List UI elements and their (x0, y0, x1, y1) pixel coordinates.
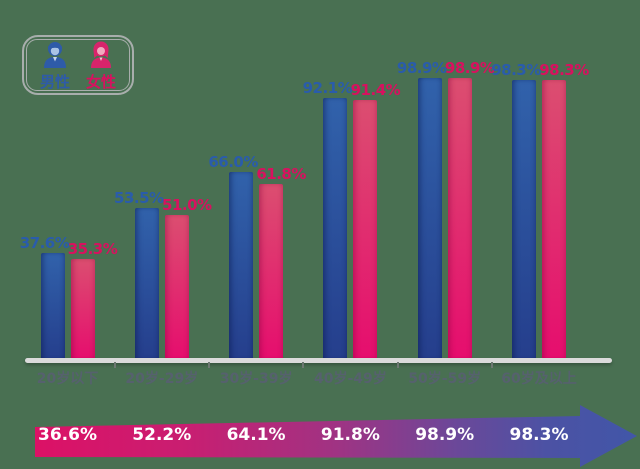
trend-arrow (35, 405, 637, 467)
value-label-female-group1: 35.3% (67, 240, 118, 258)
value-label-male-group2: 53.5% (114, 189, 164, 207)
bar-female-group2 (164, 215, 189, 360)
female-person-icon (88, 40, 114, 73)
legend: 男性 女性 (22, 35, 134, 95)
trend-arrow-value-group6: 98.3% (509, 425, 569, 445)
value-label-female-group3: 61.8% (256, 165, 306, 183)
x-axis-label-group6: 60岁及以上 (501, 371, 577, 387)
value-label-male-group3: 66.0% (208, 153, 258, 171)
value-label-female-group5: 98.9% (444, 59, 495, 77)
x-axis-label-group3: 30岁-39岁 (219, 371, 293, 387)
x-axis-tick (396, 362, 399, 368)
bar-female-group3 (259, 184, 284, 360)
legend-item-male: 男性 (40, 40, 70, 90)
legend-label-female: 女性 (86, 73, 117, 91)
trend-arrow-value-group2: 52.2% (132, 425, 192, 445)
bar-male-group3 (229, 172, 254, 360)
bar-female-group5 (447, 78, 472, 360)
x-axis-tick (113, 362, 116, 368)
x-axis-label-group4: 40岁-49岁 (314, 371, 387, 387)
x-axis-tick (302, 362, 305, 368)
bar-male-group6 (512, 80, 536, 360)
value-label-male-group4: 92.1% (302, 79, 353, 97)
bar-female-group1 (70, 259, 95, 360)
male-person-icon (42, 40, 68, 73)
bar-female-group4 (353, 100, 378, 360)
bar-male-group1 (40, 253, 65, 360)
x-axis-label-group2: 20岁-29岁 (125, 371, 199, 387)
bar-male-group4 (323, 98, 348, 360)
legend-label-male: 男性 (39, 73, 70, 91)
x-axis-tick (207, 362, 210, 368)
value-label-female-group6: 98.3% (539, 61, 589, 79)
x-axis-tick (490, 362, 493, 368)
trend-arrow-value-group5: 98.9% (415, 425, 475, 445)
x-axis-label-group1: 20岁以下 (36, 371, 99, 387)
bar-female-group6 (542, 80, 566, 360)
bar-male-group2 (134, 208, 159, 360)
value-label-female-group2: 51.0% (162, 196, 212, 214)
value-label-female-group4: 91.4% (350, 81, 401, 99)
value-label-male-group6: 98.3% (491, 61, 541, 79)
x-axis-line (25, 358, 612, 363)
trend-arrow-value-group4: 91.8% (320, 425, 380, 445)
value-label-male-group1: 37.6% (19, 234, 70, 252)
legend-item-female: 女性 (86, 40, 116, 90)
value-label-male-group5: 98.9% (396, 59, 447, 77)
trend-arrow-value-group3: 64.1% (226, 425, 286, 445)
x-axis-label-group5: 50岁-59岁 (408, 371, 482, 387)
bar-male-group5 (417, 78, 442, 360)
trend-arrow-value-group1: 36.6% (38, 425, 97, 445)
